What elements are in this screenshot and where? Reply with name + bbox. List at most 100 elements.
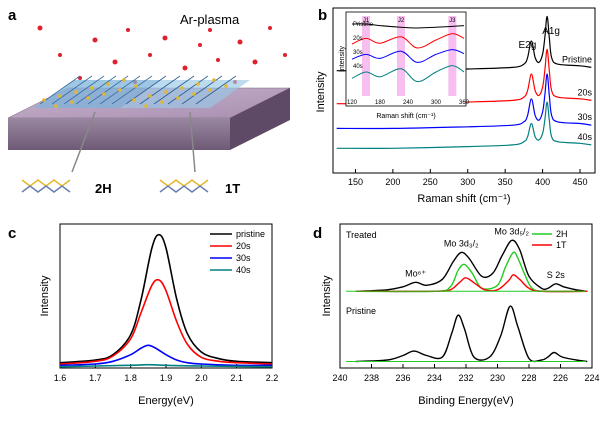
panel-b-series-labels: Pristine 20s 30s 40s (562, 54, 593, 142)
b-series-label: 40s (577, 132, 592, 142)
inset-highlight-label: J2 (398, 18, 405, 24)
inset-series-line-20s (351, 33, 465, 49)
panel-c: c 1.6 1.7 1.8 1.9 2.0 2.1 2.2 pristine 20s 30s 40… (8, 223, 279, 407)
ar-plasma-label: Ar-plasma (180, 12, 240, 27)
b-xtick-label: 300 (460, 177, 475, 187)
b-xtick-label: 150 (348, 177, 363, 187)
inset-legend-item: 30s (353, 50, 363, 56)
d-xtick-label: 230 (490, 373, 505, 383)
b-series-label: 30s (577, 112, 592, 122)
panel-c-xlabel: Energy(eV) (138, 395, 194, 407)
d-xtick-label: 236 (395, 373, 410, 383)
plasma-particles (37, 25, 287, 84)
panel-b-frame (332, 7, 596, 174)
b-series-label: 20s (577, 87, 592, 97)
panel-c-ylabel: Intensity (39, 275, 51, 316)
d-series-line-1t (355, 274, 588, 293)
d-xtick-label: 234 (427, 373, 442, 383)
b-series-line-30s (336, 73, 592, 130)
panel-a: a Ar-plasma (7, 7, 291, 196)
c-xtick-label: 1.8 (124, 373, 137, 383)
b-xtick-label: 400 (535, 177, 550, 187)
pointer-2h (71, 111, 96, 173)
c-series-line-30s (59, 344, 273, 367)
panel-b-ylabel: Intensity (315, 71, 327, 112)
inset-highlight-band (362, 16, 370, 96)
inset-legend-item: 40s (353, 64, 363, 70)
d-legend-label: 1T (556, 240, 567, 250)
inset-series (351, 23, 465, 83)
c-series-line-40s (59, 363, 273, 368)
b-peak-label-e2g: E2g (518, 40, 536, 51)
inset-series-line-pristine (351, 23, 465, 29)
mos2-1t-region (120, 75, 250, 108)
inset-series-line-40s (351, 65, 465, 83)
pointer-1t (189, 111, 196, 173)
b-series-label: Pristine (562, 54, 592, 64)
panel-b: b 150 200 250 300 350 400 450 E2g A1g Pristine 2… (315, 7, 596, 205)
inset-xlabel: Raman shift (cm⁻¹) (376, 113, 435, 120)
inset-xtick-label: 240 (403, 100, 414, 106)
inset-legend: Pristine 20s 30s 40s (353, 22, 374, 70)
d-xtick-label: 238 (364, 373, 379, 383)
d-peak-label: S 2s (547, 270, 566, 280)
d-xtick-label: 228 (521, 373, 536, 383)
b-series-line-40s (336, 101, 592, 149)
d-peak-label: Mo 3d₅/₂ (494, 226, 529, 236)
panel-b-label: b (318, 7, 327, 24)
d-group-label-pristine: Pristine (346, 306, 376, 316)
panel-d-annotations: Treated Pristine Mo⁶⁺ Mo 3d₃/₂ Mo 3d₅/₂ S 2s (346, 226, 565, 316)
c-legend-label: 20s (236, 241, 251, 251)
inset-highlight-label: J1 (363, 18, 370, 24)
c-xtick-label: 1.7 (89, 373, 102, 383)
d-series-line-2h (355, 251, 588, 293)
d-peak-label: Mo 3d₃/₂ (444, 238, 479, 248)
inset-xtick-label: 180 (375, 100, 386, 106)
inset-legend-item: Pristine (353, 22, 374, 28)
inset-xtick-label: 120 (347, 100, 358, 106)
d-xtick-label: 232 (458, 373, 473, 383)
label-2h: 2H (95, 181, 112, 196)
panel-b-peak-labels: E2g A1g (518, 26, 560, 51)
panel-b-x-ticks: 150 200 250 300 350 400 450 (348, 169, 588, 187)
panel-d-series (346, 239, 588, 363)
panel-d-label: d (313, 225, 322, 242)
d-xtick-label: 224 (584, 373, 599, 383)
c-series-line-20s (59, 278, 273, 365)
inset-legend-item: 20s (353, 36, 363, 42)
panel-d-x-ticks: 240 238 236 234 232 230 228 226 224 (332, 364, 600, 383)
c-xtick-label: 2.1 (230, 373, 243, 383)
b-xtick-label: 250 (423, 177, 438, 187)
d-series-line-treated (355, 239, 588, 292)
c-legend-label: 40s (236, 265, 251, 275)
b-series-line-pristine (336, 15, 592, 72)
mos2-2h-region (34, 75, 160, 108)
panel-c-series (59, 233, 273, 368)
d-xtick-label: 226 (553, 373, 568, 383)
panel-a-label: a (8, 7, 17, 24)
d-peak-label: Mo⁶⁺ (405, 268, 426, 278)
c-xtick-label: 1.9 (160, 373, 173, 383)
c-series-line-pristine (59, 233, 273, 364)
inset-x-ticks: 120 180 240 300 360 (347, 100, 470, 106)
panel-c-label: c (8, 225, 16, 242)
inset-highlight-label: J3 (449, 18, 456, 24)
structure-2h-icon (21, 179, 71, 193)
c-xtick-label: 2.2 (266, 373, 279, 383)
d-xtick-label: 240 (332, 373, 347, 383)
c-xtick-label: 2.0 (195, 373, 208, 383)
panel-b-xlabel: Raman shift (cm⁻¹) (417, 193, 510, 205)
inset-highlight-band (448, 16, 457, 96)
structure-1t-icon (159, 179, 209, 193)
c-xtick-label: 1.6 (54, 373, 67, 383)
inset-highlight-band (397, 16, 405, 96)
panel-b-inset: J1 J2 J3 Pristine 20s 30s 40s 120 180 240 300 360… (339, 11, 470, 120)
inset-xtick-label: 360 (459, 100, 470, 106)
b-series-line-20s (336, 48, 592, 105)
inset-ylabel: Intensity (339, 45, 346, 72)
panel-c-legend: pristine 20s 30s 40s (210, 229, 265, 275)
c-legend-label: 30s (236, 253, 251, 263)
